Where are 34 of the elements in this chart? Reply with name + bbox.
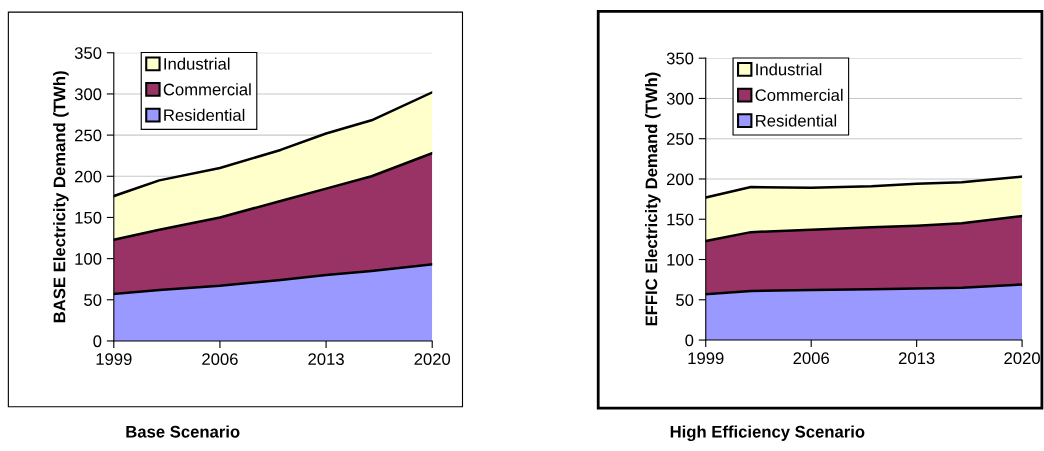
y-tick-label: 200: [666, 173, 694, 186]
y-tick-label: 250: [666, 133, 694, 145]
y-tick-label: 300: [666, 92, 694, 105]
text: High Efficiency Scenario: [670, 425, 865, 441]
x-tick-label: 2006: [202, 353, 238, 365]
y-tick-label: 100: [667, 253, 694, 266]
x-tick-label: 2013: [308, 353, 344, 365]
y-tick-label: 50: [84, 294, 102, 306]
y-tick-label: 150: [667, 213, 694, 226]
legend-label: Commercial: [755, 88, 843, 102]
y-tick-label: 350: [74, 47, 102, 59]
y-tick-label: 200: [75, 170, 102, 183]
x-tick-label: 2006: [793, 352, 829, 365]
y-tick-label: 0: [93, 335, 102, 348]
text: Base Scenario: [126, 425, 240, 438]
legend-label: Industrial: [756, 63, 822, 76]
y-tick-label: 0: [685, 334, 694, 347]
x-tick-label: 1999: [96, 353, 132, 365]
legend-label: Industrial: [164, 57, 230, 70]
y-tick-label: 150: [75, 211, 102, 224]
y-tick-label: 250: [75, 129, 102, 142]
legend-label: Commercial: [163, 83, 251, 96]
y-tick-label: 100: [75, 253, 102, 265]
x-tick-label: 2020: [414, 353, 451, 365]
legend-label: Residential: [756, 114, 837, 127]
x-tick-label: 2013: [898, 352, 935, 365]
y-axis-title: EFFIC Electricity Demand (TWh): [645, 72, 661, 326]
x-tick-label: 2020: [1004, 352, 1040, 365]
y-axis-title: BASE Electricity Demand (TWh): [53, 71, 69, 323]
y-tick-label: 300: [74, 88, 102, 101]
y-tick-label: 350: [666, 52, 694, 65]
legend-label: Residential: [164, 108, 245, 122]
y-tick-label: 50: [676, 294, 694, 306]
x-tick-label: 1999: [688, 352, 724, 365]
